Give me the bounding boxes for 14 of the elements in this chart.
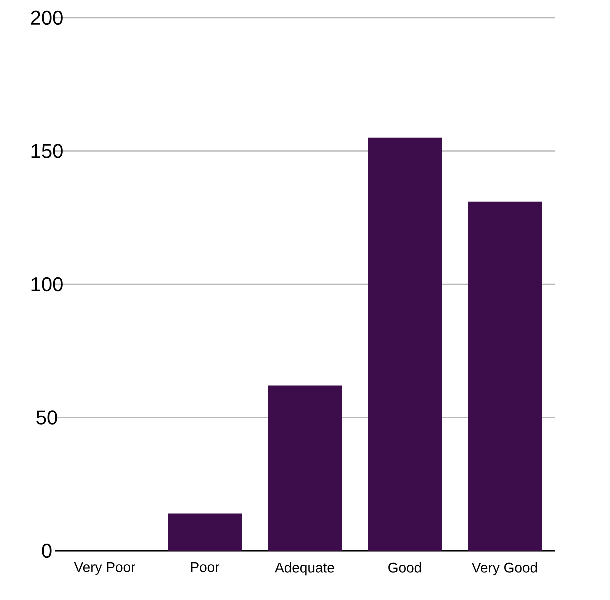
bar (168, 514, 242, 551)
bar (468, 202, 542, 551)
y-tick-label: 0 (42, 544, 52, 558)
x-tick-label: Very Poor (74, 562, 136, 576)
x-tick-label: Good (388, 562, 422, 573)
y-tick-label: 100 (32, 277, 63, 292)
bar (368, 138, 442, 551)
x-tick-label: Adequate (275, 562, 334, 576)
x-tick-label: Poor (191, 562, 220, 572)
y-tick-label: 50 (36, 410, 58, 425)
bar (268, 386, 342, 551)
x-tick-label: Very Good (472, 562, 538, 576)
y-tick-label: 200 (31, 10, 63, 26)
y-tick-label: 150 (32, 144, 63, 158)
